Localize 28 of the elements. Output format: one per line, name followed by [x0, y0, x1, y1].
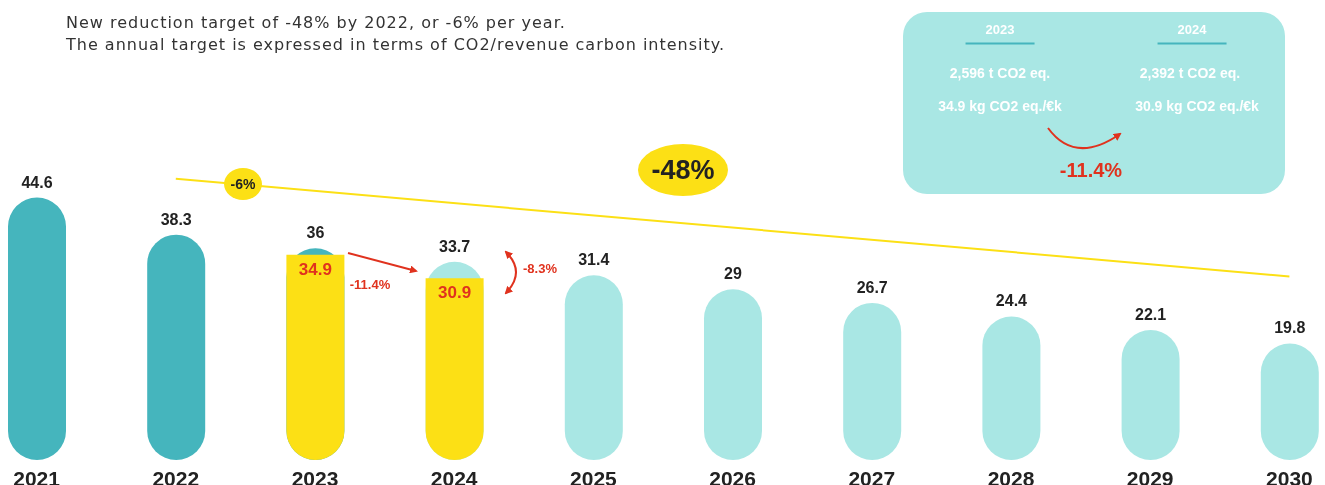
- annotation: -8.3%: [523, 260, 557, 276]
- data-label: 30.9: [438, 283, 472, 303]
- annotation: -48%: [638, 144, 728, 196]
- text: 2,596 t CO2 eq.: [949, 65, 1051, 81]
- bar: [564, 275, 623, 460]
- data-label: 19.8: [1274, 319, 1306, 337]
- data-label: 38.3: [160, 210, 192, 228]
- chart-title: New reduction target of -48% by 2022, or -6% per year.: [66, 12, 567, 34]
- data-label: 29: [724, 265, 742, 283]
- data-label: 36: [306, 224, 325, 242]
- data-label: 26.7: [856, 278, 888, 296]
- bar: [147, 234, 206, 460]
- text: 2,392 t CO2 eq.: [1139, 65, 1241, 81]
- text: 34.9 kg CO2 eq./€k: [938, 98, 1062, 114]
- chart-subtitle: The annual target is expressed in terms of CO2/revenue carbon intensity.: [66, 34, 726, 56]
- data-label: 44.6: [21, 173, 53, 191]
- annotation: -6%: [224, 168, 262, 200]
- data-label: 31.4: [578, 251, 610, 269]
- text: 2024: [1157, 21, 1227, 45]
- annotation: -11.4%: [1059, 158, 1123, 182]
- data-label: 34.9: [298, 259, 332, 279]
- text: 2023: [965, 21, 1035, 45]
- bar: [8, 197, 66, 460]
- annotation: -11.4%: [349, 276, 391, 292]
- data-label: 22.1: [1135, 305, 1167, 323]
- text: 30.9 kg CO2 eq./€k: [1135, 98, 1259, 114]
- data-label: 24.4: [995, 292, 1028, 310]
- data-label: 33.7: [439, 237, 471, 255]
